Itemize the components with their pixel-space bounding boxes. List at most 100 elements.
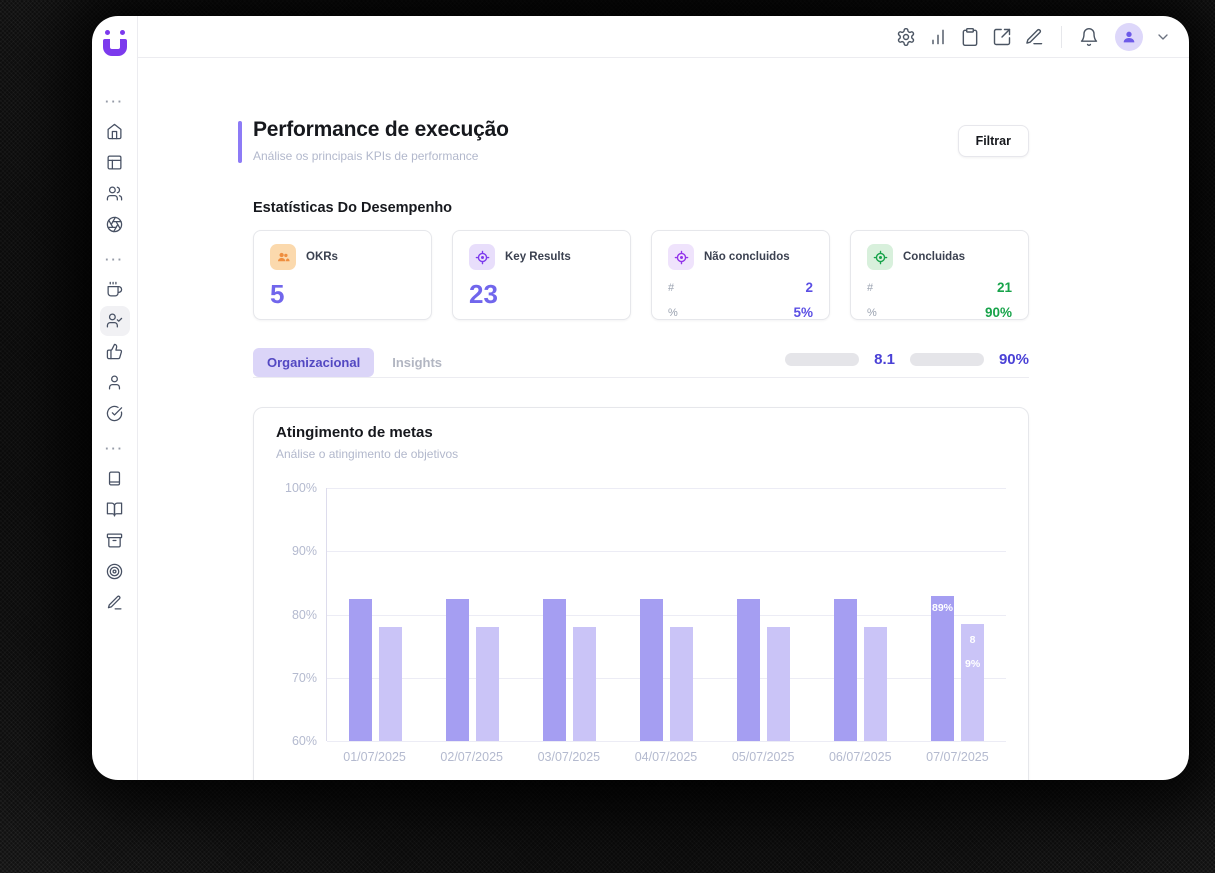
settings-icon[interactable] bbox=[896, 27, 916, 47]
sidebar-item-check-circle[interactable] bbox=[100, 399, 130, 429]
progress-pill bbox=[909, 353, 984, 366]
book-open-icon bbox=[106, 502, 123, 517]
target-badge-icon bbox=[867, 244, 893, 270]
bar bbox=[864, 627, 887, 741]
kpi-row-key: % bbox=[668, 306, 678, 319]
sidebar-item-home[interactable] bbox=[100, 117, 130, 147]
kpi-row: # 21 bbox=[867, 280, 1012, 295]
chart-title: Atingimento de metas bbox=[276, 424, 433, 441]
bar-group bbox=[715, 488, 812, 741]
chart-subtitle: Análise o atingimento de objetivos bbox=[276, 447, 459, 461]
kpi-row: % 5% bbox=[668, 305, 813, 320]
user-avatar-icon bbox=[1123, 31, 1135, 42]
x-axis-label: 07/07/2025 bbox=[926, 750, 989, 764]
user-check-icon bbox=[106, 313, 123, 328]
content-area: Performance de execução Análise os princ… bbox=[138, 58, 1189, 780]
user-icon bbox=[108, 375, 121, 390]
user-avatar[interactable] bbox=[1115, 22, 1143, 51]
archive-icon bbox=[106, 533, 123, 548]
gridline bbox=[327, 614, 1006, 616]
chevron-down-icon[interactable] bbox=[1155, 29, 1171, 45]
kpi-card-nao-concluidos: Não concluidos # 2 % 5% bbox=[651, 230, 830, 320]
bar bbox=[543, 598, 566, 741]
x-axis-label: 01/07/2025 bbox=[343, 750, 406, 764]
more-horizontal-icon[interactable]: ··· bbox=[105, 252, 124, 267]
bar-group bbox=[618, 488, 715, 741]
x-axis-label: 03/07/2025 bbox=[537, 750, 601, 764]
disc-icon bbox=[106, 563, 123, 580]
bar bbox=[379, 627, 402, 741]
sidebar-item-thumbs-up[interactable] bbox=[100, 337, 130, 367]
tabs-row: Organizacional Insights 8.1 90% bbox=[253, 348, 1029, 378]
sidebar-item-notebook[interactable] bbox=[100, 464, 130, 494]
aperture-icon bbox=[106, 216, 123, 233]
kpi-row-value: 90% bbox=[984, 305, 1012, 320]
x-axis-label: 06/07/2025 bbox=[828, 750, 892, 764]
filter-button[interactable]: Filtrar bbox=[957, 125, 1029, 157]
kpi-row: # 2 bbox=[668, 280, 813, 295]
metric-value: 90% bbox=[998, 351, 1029, 368]
sidebar-item-coffee[interactable] bbox=[100, 275, 130, 305]
bar: 89% bbox=[931, 595, 954, 741]
page-header: Performance de execução Análise os princ… bbox=[238, 118, 1029, 163]
sidebar-item-user[interactable] bbox=[100, 368, 130, 398]
coffee-icon bbox=[107, 281, 123, 297]
bar bbox=[476, 627, 499, 741]
gridline bbox=[327, 551, 1006, 553]
more-horizontal-icon[interactable]: ··· bbox=[105, 94, 124, 109]
bar bbox=[349, 598, 372, 741]
target-badge-icon bbox=[469, 244, 495, 270]
external-link-icon[interactable] bbox=[992, 27, 1012, 47]
y-axis-tick: 80% bbox=[291, 607, 317, 622]
pen-icon bbox=[107, 595, 122, 610]
kpi-card-label: Não concluidos bbox=[704, 251, 790, 263]
kpi-card-value: 5 bbox=[270, 279, 285, 309]
bar bbox=[446, 598, 469, 741]
kpi-card-value: 23 bbox=[469, 279, 498, 309]
tab-metrics: 8.1 90% bbox=[785, 351, 1029, 374]
users-badge-icon bbox=[270, 244, 296, 270]
bell-icon[interactable] bbox=[1079, 27, 1099, 47]
sidebar-item-user-check[interactable] bbox=[99, 305, 130, 336]
sidebar-item-archive[interactable] bbox=[100, 526, 130, 556]
home-icon bbox=[107, 123, 122, 140]
sidebar-item-layout[interactable] bbox=[100, 148, 130, 178]
bar-group bbox=[812, 488, 909, 741]
x-axis-label: 05/07/2025 bbox=[731, 750, 795, 764]
kpi-card-label: Key Results bbox=[505, 251, 571, 263]
bar-chart: 100% 90% 80% 70% 60% 89% 89% bbox=[276, 481, 1006, 748]
title-accent-bar bbox=[238, 121, 242, 163]
thumbs-up-icon bbox=[106, 343, 123, 360]
bar-label: 89% bbox=[931, 601, 953, 614]
bar-group bbox=[424, 488, 521, 741]
topbar bbox=[138, 16, 1189, 58]
bar-group: 89% 89% bbox=[909, 488, 1006, 741]
stats-heading: Estatísticas Do Desempenho bbox=[253, 200, 453, 216]
sidebar-item-disc[interactable] bbox=[100, 557, 130, 587]
target-badge-icon bbox=[668, 244, 694, 270]
clipboard-icon[interactable] bbox=[960, 27, 980, 47]
bar-chart-icon[interactable] bbox=[928, 27, 948, 47]
metric-value: 8.1 bbox=[874, 351, 895, 368]
bar bbox=[640, 598, 663, 741]
pen-line-icon[interactable] bbox=[1024, 27, 1044, 47]
users-icon bbox=[106, 186, 123, 201]
tab-insights[interactable]: Insights bbox=[392, 355, 443, 370]
sidebar-item-aperture[interactable] bbox=[100, 210, 130, 240]
kpi-cards: OKRs 5 Key Results 23 bbox=[253, 230, 1029, 320]
y-axis: 100% 90% 80% 70% 60% bbox=[276, 481, 326, 748]
check-circle-icon bbox=[106, 405, 123, 422]
more-horizontal-icon[interactable]: ··· bbox=[105, 441, 124, 456]
tab-organizacional[interactable]: Organizacional bbox=[253, 348, 375, 377]
sidebar: ··· ··· ··· bbox=[92, 16, 138, 780]
sidebar-item-book-open[interactable] bbox=[100, 495, 130, 525]
x-axis: 01/07/2025 02/07/2025 03/07/2025 04/07/2025… bbox=[326, 750, 1006, 764]
sidebar-item-pen[interactable] bbox=[100, 588, 130, 618]
notebook-icon bbox=[108, 471, 121, 486]
sidebar-item-users[interactable] bbox=[100, 179, 130, 209]
chart-card: Atingimento de metas Análise o atingimen… bbox=[253, 407, 1029, 780]
gridline bbox=[327, 488, 1006, 489]
bar-group bbox=[327, 488, 424, 741]
brand-logo-icon[interactable] bbox=[102, 30, 128, 56]
kpi-row-key: # bbox=[668, 281, 675, 294]
